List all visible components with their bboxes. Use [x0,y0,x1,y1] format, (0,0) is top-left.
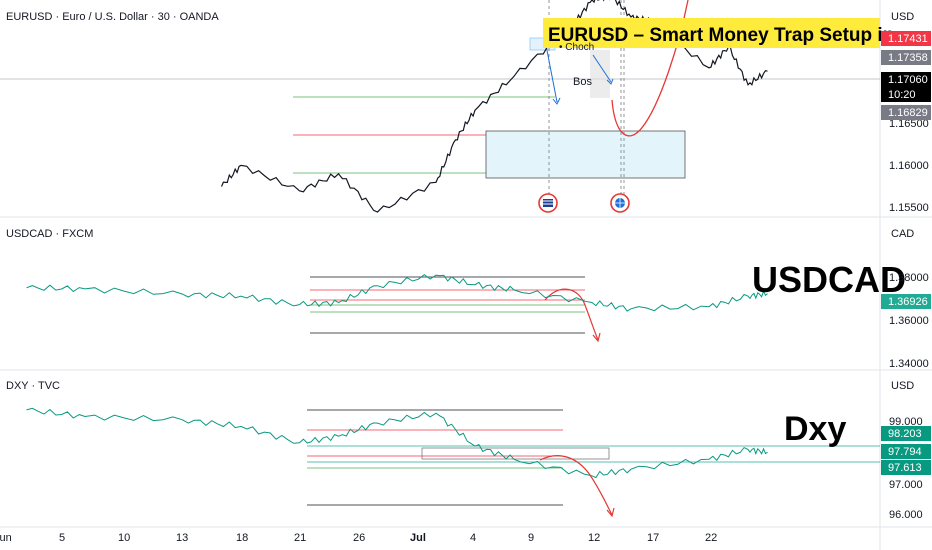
eurusd-demand-zone [485,130,686,179]
dxy-axis-tick: 96.000 [889,509,923,521]
series-line-1 [26,273,768,312]
eurusd-bos-box [590,50,610,98]
usdcad-axis-tick: 1.34000 [889,358,929,370]
usdcad-projection-arrowhead [592,332,601,343]
dxy-currency-label: USD [891,380,914,392]
eurusd-axis-tick: 1.15500 [889,202,929,214]
us-flag-event-icon[interactable] [538,193,558,213]
title-banner-text: EURUSD – Smart Money Trap Setup in [548,25,894,46]
eurusd-price-tag: 1.16829 [881,105,931,120]
eurusd-symbol-title: EURUSD · Euro / U.S. Dollar · 30 · OANDA [6,11,219,23]
dxy-price-tag-text: 97.794 [888,446,922,458]
time-axis-label: Jul [410,532,426,544]
time-axis-label: 10 [118,532,130,544]
usdcad-price-tag: 1.36926 [881,294,931,309]
time-axis-label: 22 [705,532,717,544]
dxy-projection-curve [539,455,613,516]
time-axis-label: Jun [0,532,12,544]
usdcad-currency-label: CAD [891,228,914,240]
series-line-2 [26,407,768,479]
time-axis-label: 9 [528,532,534,544]
bos-label: Bos [573,76,592,88]
time-axis-label: 18 [236,532,248,544]
eurusd-currency-label: USD [891,11,914,23]
dxy-big-label: Dxy [784,410,846,448]
eurusd-price-tag-text: 1.16829 [888,107,928,119]
eurusd-price-tag-text: 10:20 [888,89,916,101]
time-axis-label: 13 [176,532,188,544]
dxy-price-tag-text: 98.203 [888,428,922,440]
eurusd-axis-tick: 1.16500 [889,118,929,130]
eurusd-price-tag: 10:20 [881,87,931,102]
eurusd-bos-arrow-head [606,78,614,85]
globe-event-icon[interactable] [610,193,630,213]
dxy-symbol-title: DXY · TVC [6,380,60,392]
usdcad-axis-tick: 1.38000 [889,272,929,284]
choch-label: • Choch [559,42,594,53]
series-layer [26,0,768,479]
time-axis-label: 17 [647,532,659,544]
time-axis-label: 21 [294,532,306,544]
eurusd-price-tag: 1.17431 [881,31,931,46]
title-banner-bg [543,18,880,48]
eurusd-price-tag-text: 1.17060 [888,74,928,86]
dxy-price-tag: 97.613 [881,460,931,475]
usdcad-symbol-title: USDCAD · FXCM [6,228,93,240]
usdcad-projection-curve [544,288,599,341]
dxy-price-tag-text: 97.613 [888,462,922,474]
dxy-price-tag: 98.203 [881,426,931,441]
time-axis-label: 26 [353,532,365,544]
eurusd-price-tag: 1.17060 [881,72,931,87]
usdcad-drawings [310,276,601,343]
eurusd-price-tag-text: 1.17358 [888,52,928,64]
usdcad-big-label: USDCAD [752,259,906,300]
time-axis-label: 12 [588,532,600,544]
eurusd-price-tag: 1.17358 [881,50,931,65]
dxy-price-tag: 97.794 [881,444,931,459]
dxy-axis-tick: 97.000 [889,479,923,491]
dxy-projection-arrowhead [606,507,615,518]
eurusd-price-tag-text: 1.17431 [888,33,928,45]
eurusd-bos-arrow [592,54,612,83]
dxy-axis-tick: 99.000 [889,416,923,428]
eurusd-axis-tick: 1.16000 [889,160,929,172]
eurusd-blue-arrow-head [552,97,561,105]
usdcad-price-tag-text: 1.36926 [888,296,928,308]
series-line-0 [220,0,768,213]
dxy-drawings [307,409,880,518]
dxy-zone-box [421,447,610,460]
eurusd-blue-arrow [544,39,558,103]
axis-layer: 1.16500 1.16000 1.15500 1.38000 1.36000 1.340… [0,31,931,544]
time-axis-label: 4 [470,532,476,544]
time-axis-label: 5 [59,532,65,544]
usdcad-axis-tick: 1.36000 [889,315,929,327]
